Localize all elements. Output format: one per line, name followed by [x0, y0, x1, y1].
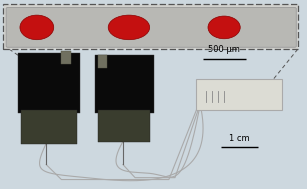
- FancyBboxPatch shape: [18, 53, 80, 113]
- FancyBboxPatch shape: [95, 55, 154, 113]
- Ellipse shape: [208, 16, 240, 39]
- Ellipse shape: [20, 15, 54, 40]
- FancyBboxPatch shape: [3, 4, 298, 49]
- FancyBboxPatch shape: [98, 110, 150, 142]
- Ellipse shape: [108, 15, 150, 40]
- Text: 500 μm: 500 μm: [208, 45, 240, 54]
- Text: 1 cm: 1 cm: [229, 134, 250, 143]
- FancyBboxPatch shape: [6, 8, 296, 47]
- FancyBboxPatch shape: [21, 110, 77, 144]
- FancyBboxPatch shape: [196, 79, 282, 110]
- FancyBboxPatch shape: [98, 55, 107, 68]
- FancyBboxPatch shape: [61, 51, 71, 64]
